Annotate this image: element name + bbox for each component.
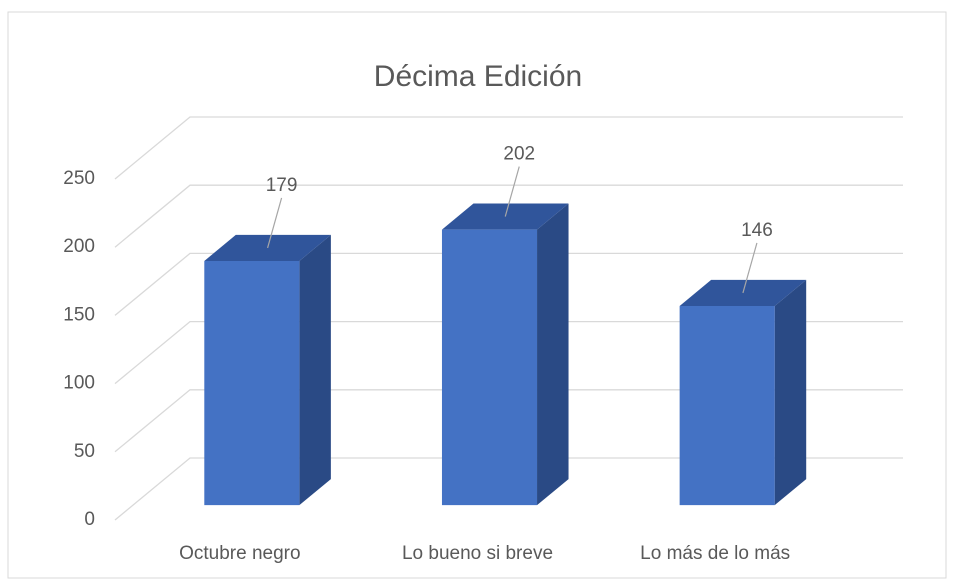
bar [204, 234, 331, 506]
leader-line [267, 197, 283, 249]
data-label: 146 [741, 220, 773, 241]
grid-line [114, 457, 903, 521]
bar [679, 279, 807, 506]
y-tick-label: 0 [84, 509, 95, 530]
bar [441, 203, 569, 506]
bar-front [204, 260, 300, 506]
y-tick-label: 150 [63, 304, 95, 325]
bar-side [774, 279, 807, 506]
data-label: 202 [503, 144, 535, 165]
x-tick-label: Octubre negro [179, 543, 300, 564]
bar-front [679, 305, 775, 506]
chart-title: Décima Edición [374, 60, 582, 93]
grid-line [114, 184, 903, 248]
leader-line [504, 166, 520, 217]
grid-line [114, 116, 903, 180]
bar-side [537, 203, 569, 506]
x-tick-label: Lo más de lo más [640, 543, 790, 564]
grid-line [114, 320, 903, 385]
grid-line [114, 389, 903, 453]
grid-line [114, 252, 903, 316]
y-tick-label: 50 [74, 441, 95, 462]
x-tick-label: Lo bueno si breve [402, 543, 553, 564]
y-tick-label: 250 [63, 168, 95, 189]
y-tick-label: 100 [63, 373, 95, 394]
bar-side [299, 234, 331, 506]
leader-line [742, 242, 758, 294]
data-label: 179 [266, 175, 298, 196]
bar-front [441, 229, 538, 506]
y-tick-label: 200 [63, 236, 95, 257]
